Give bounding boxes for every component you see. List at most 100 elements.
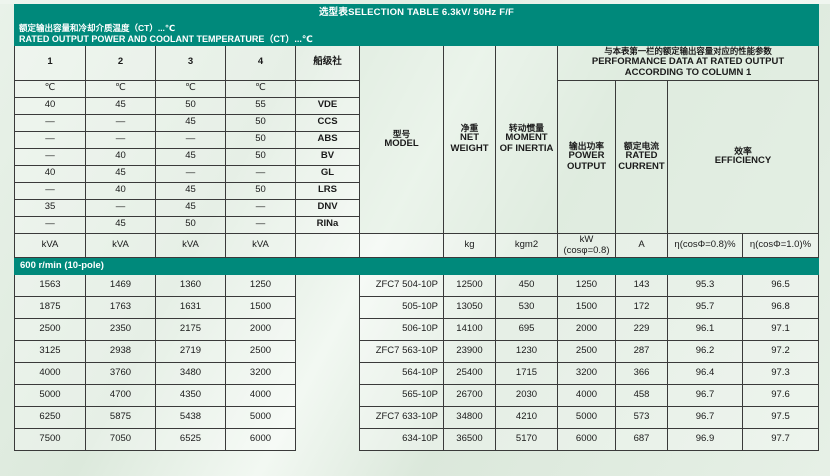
unit-kva-3: kVA [155,232,226,259]
society-temp-c1: — [14,113,86,132]
society-temp-c4: 50 [225,113,296,132]
cell-efficiency-08: 95.7 [667,296,743,320]
rated-header-filler [358,21,820,47]
cell-kva-2: 4700 [85,384,156,408]
cell-society-spacer [296,363,360,385]
society-temp-c4: — [225,164,296,183]
cell-model: 505-10P [359,296,444,320]
unit-kva-2: kVA [85,232,156,259]
cell-society-spacer [296,385,360,407]
rated-current-column-header: 额定电流 RATED CURRENT [615,79,668,234]
cell-moment-inertia: 695 [495,318,558,342]
net-weight-header-cn: 净重 [460,123,479,134]
cell-kva-4: 6000 [225,428,296,452]
power-output-header-en2: OUTPUT [566,160,607,172]
unit-power-line2: (cosφ=0.8) [563,244,610,256]
cell-society-spacer [296,275,360,297]
cell-rated-current: 458 [615,384,668,408]
cell-moment-inertia: 530 [495,296,558,320]
cell-kva-4: 2500 [225,340,296,364]
unit-model-blank [359,232,444,259]
society-row: — — 45 50 CCS [14,113,819,132]
selection-table-sheet: 选型表SELECTION TABLE 6.3kV/ 50Hz F/F 额定输出容… [0,4,830,476]
society-name: LRS [295,181,360,200]
society-temp-c2: 45 [85,96,156,115]
unit-efficiency-08: η(cosΦ=0.8)% [667,232,743,259]
column-number-1: 1 [14,45,86,81]
society-temp-c3: 45 [155,113,226,132]
cell-kva-3: 4350 [155,384,226,408]
cell-kva-4: 1250 [225,274,296,298]
society-name: GL [295,164,360,183]
cell-society-spacer [296,341,360,363]
cell-rated-current: 366 [615,362,668,386]
temp-unit-3: ℃ [155,79,226,98]
model-header-cn: 型号 [392,128,411,139]
society-temp-c3: 45 [155,198,226,217]
cell-efficiency-10: 97.5 [741,406,820,430]
cell-efficiency-08: 95.3 [667,274,743,298]
net-weight-header-en2: WEIGHT [450,143,489,155]
society-name: BV [295,147,360,166]
units-row: kVA kVA kVA kVA kg kgm2 kW (cosφ=0.8) A … [14,232,820,259]
table-title: 选型表SELECTION TABLE 6.3kV/ 50Hz F/F [13,4,820,23]
unit-kva-1: kVA [14,232,86,259]
cell-efficiency-08: 96.9 [667,428,743,452]
cell-kva-1: 6250 [14,406,86,430]
cell-kva-2: 7050 [85,428,156,452]
table-row: 3125 2938 2719 2500 ZFC7 563-10P 23900 1… [14,340,820,364]
net-weight-header-en1: NET [460,132,479,144]
society-temp-c1: 40 [14,164,86,183]
society-temp-c2: — [85,130,156,149]
society-temp-c3: 45 [155,147,226,166]
cell-model: ZFC7 633-10P [359,406,444,430]
cell-rated-current: 573 [615,406,668,430]
cell-moment-inertia: 1715 [495,362,558,386]
table-row: 5000 4700 4350 4000 565-10P 26700 2030 4… [14,384,820,408]
rated-output-header-en: RATED OUTPUT POWER AND COOLANT TEMPERATU… [19,33,313,44]
cell-model: 506-10P [359,318,444,342]
society-temp-c2: 45 [85,164,156,183]
cell-efficiency-10: 97.7 [741,428,820,452]
society-temp-c1: — [14,215,86,234]
cell-kva-2: 3760 [85,362,156,386]
selection-table: 选型表SELECTION TABLE 6.3kV/ 50Hz F/F 额定输出容… [13,4,820,452]
cell-power-output: 1250 [557,274,616,298]
cell-kva-4: 4000 [225,384,296,408]
performance-header-en1: PERFORMANCE DATA AT RATED OUTPUT [591,55,785,67]
rated-current-header-en2: CURRENT [618,160,665,172]
cell-moment-inertia: 2030 [495,384,558,408]
cell-rated-current: 687 [615,428,668,452]
society-name: DNV [295,198,360,217]
cell-kva-1: 5000 [14,384,86,408]
cell-kva-2: 2350 [85,318,156,342]
cell-kva-1: 4000 [14,362,86,386]
table-row: 6250 5875 5438 5000 ZFC7 633-10P 34800 4… [14,406,820,430]
cell-power-output: 5000 [557,406,616,430]
cell-moment-inertia: 4210 [495,406,558,430]
group-label-600rpm: 600 r/min (10-pole) [13,257,820,276]
society-column-header: 船级社 [295,45,360,81]
cell-model: 564-10P [359,362,444,386]
cell-net-weight: 14100 [443,318,496,342]
rated-output-header: 额定输出容量和冷却介质温度（CT）...℃ RATED OUTPUT POWER… [14,21,360,47]
society-temp-c3: — [155,164,226,183]
cell-kva-2: 5875 [85,406,156,430]
table-row: 1875 1763 1631 1500 505-10P 13050 530 15… [14,296,820,320]
unit-power-line1: kW [579,233,594,245]
society-row: — 40 45 50 LRS [14,181,819,200]
cell-rated-current: 143 [615,274,668,298]
temp-unit-1: ℃ [14,79,86,98]
society-name: CCS [295,113,360,132]
cell-society-spacer [296,319,360,341]
column-number-row: 1 2 3 4 船级社 型号 MODEL 净重 NET WEIGHT 转动惯量 … [14,45,820,234]
cell-kva-3: 2719 [155,340,226,364]
rated-header-row: 额定输出容量和冷却介质温度（CT）...℃ RATED OUTPUT POWER… [14,21,820,47]
society-temp-c4: 50 [225,181,296,200]
society-temp-c4: — [225,198,296,217]
cell-model: 565-10P [359,384,444,408]
column-number-3: 3 [155,45,226,81]
performance-subheader-row: ℃ ℃ ℃ ℃ 输出功率 POWER OUTPUT 额定电流 RATED CUR… [14,79,820,234]
cell-rated-current: 229 [615,318,668,342]
cell-net-weight: 13050 [443,296,496,320]
